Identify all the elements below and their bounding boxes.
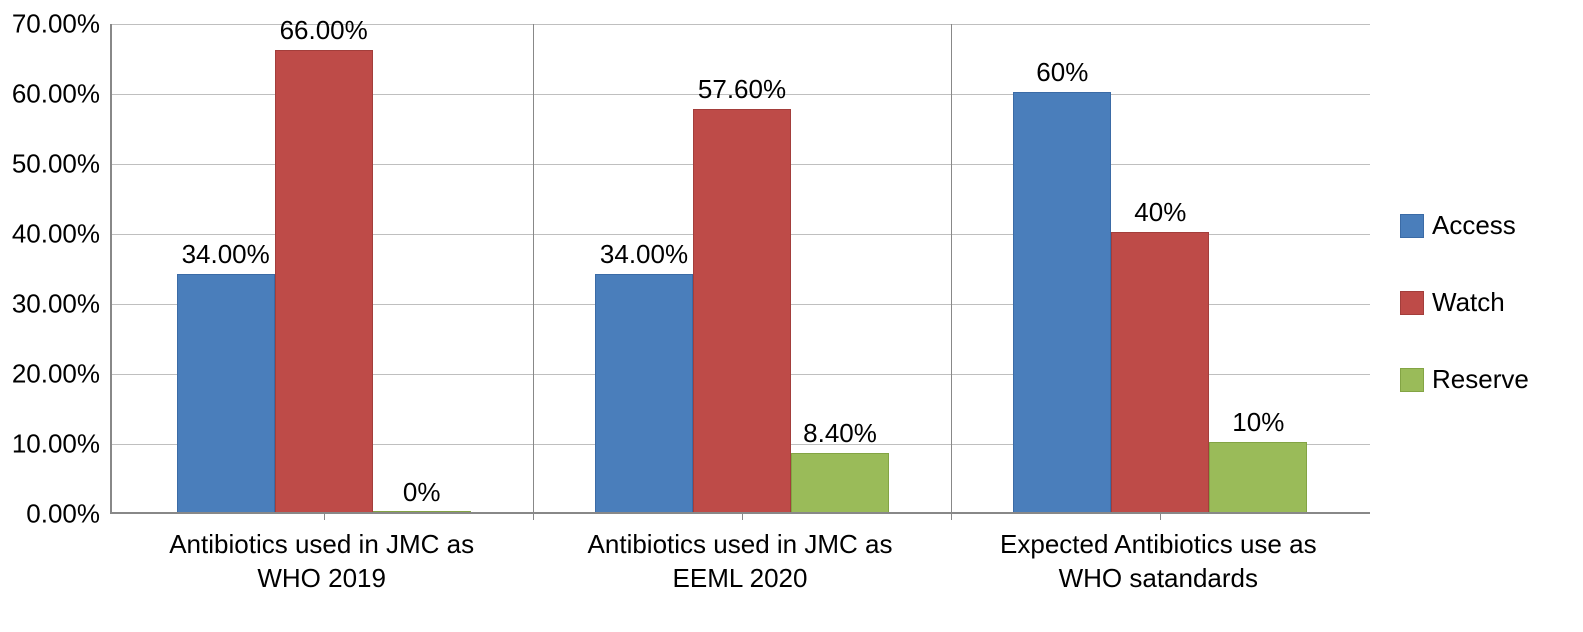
bar-access [177, 274, 275, 512]
bar-watch [1111, 232, 1209, 512]
bar-reserve [791, 453, 889, 512]
x-tick-label-line: WHO satandards [948, 562, 1368, 596]
bar-reserve [1209, 442, 1307, 512]
x-tick-label-line: EEML 2020 [530, 562, 950, 596]
bar-chart: 34.00% 66.00% 0% 34.00% 57.60% 8.40% 60% 40% 10%… [0, 0, 1583, 632]
legend-swatch [1400, 368, 1424, 392]
bar-value-label: 10% [1232, 407, 1284, 438]
bar-value-label: 34.00% [600, 239, 688, 270]
x-tick-mark [1160, 512, 1161, 520]
legend-label: Reserve [1432, 364, 1529, 395]
bar-value-label: 34.00% [182, 239, 270, 270]
x-tick-label: Expected Antibiotics use asWHO satandard… [948, 528, 1368, 596]
bar-value-label: 60% [1036, 57, 1088, 88]
y-tick-label: 50.00% [12, 149, 100, 180]
legend-swatch [1400, 291, 1424, 315]
x-tick-label-line: Antibiotics used in JMC as [112, 528, 532, 562]
bar-watch [693, 109, 791, 512]
bar-value-label: 8.40% [803, 418, 877, 449]
legend-swatch [1400, 214, 1424, 238]
bar-reserve [373, 511, 471, 512]
bar-access [595, 274, 693, 512]
bar-value-label: 0% [403, 477, 441, 508]
bar-value-label: 57.60% [698, 74, 786, 105]
legend-item-reserve: Reserve [1400, 364, 1529, 395]
x-tick-label-line: WHO 2019 [112, 562, 532, 596]
y-tick-label: 70.00% [12, 9, 100, 40]
y-tick-label: 20.00% [12, 359, 100, 390]
category-divider [533, 24, 534, 520]
y-tick-label: 40.00% [12, 219, 100, 250]
x-tick-mark [324, 512, 325, 520]
x-tick-label-line: Expected Antibiotics use as [948, 528, 1368, 562]
y-tick-label: 30.00% [12, 289, 100, 320]
bar-value-label: 66.00% [280, 15, 368, 46]
category-divider [951, 24, 952, 520]
y-tick-label: 0.00% [26, 499, 100, 530]
bar-access [1013, 92, 1111, 512]
x-tick-mark [742, 512, 743, 520]
plot-area: 34.00%66.00%0%34.00%57.60%8.40%60%40%10% [110, 24, 1370, 514]
legend-label: Watch [1432, 287, 1505, 318]
bar-value-label: 40% [1134, 197, 1186, 228]
y-tick-label: 10.00% [12, 429, 100, 460]
y-tick-label: 60.00% [12, 79, 100, 110]
legend-item-watch: Watch [1400, 287, 1529, 318]
legend: Access Watch Reserve [1400, 210, 1529, 395]
x-tick-label-line: Antibiotics used in JMC as [530, 528, 950, 562]
legend-item-access: Access [1400, 210, 1529, 241]
x-tick-label: Antibiotics used in JMC asEEML 2020 [530, 528, 950, 596]
legend-label: Access [1432, 210, 1516, 241]
x-tick-label: Antibiotics used in JMC asWHO 2019 [112, 528, 532, 596]
bar-watch [275, 50, 373, 512]
